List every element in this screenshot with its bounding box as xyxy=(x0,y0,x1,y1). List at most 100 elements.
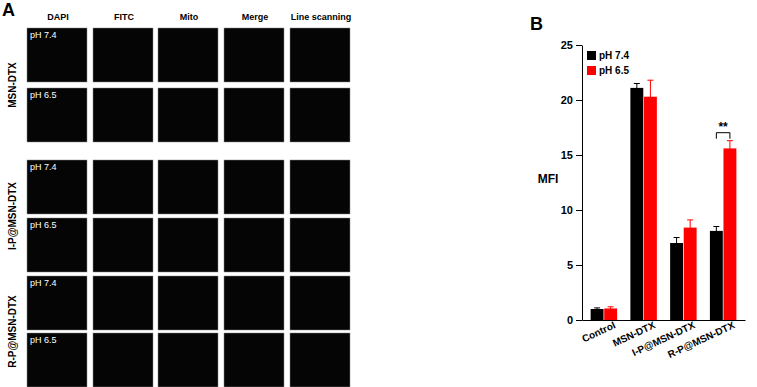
error-cap xyxy=(674,237,680,238)
micrograph xyxy=(27,218,87,272)
bar xyxy=(684,228,697,320)
condition-label: pH 6.5 xyxy=(30,335,57,345)
condition-label: pH 7.4 xyxy=(30,30,57,40)
micrograph xyxy=(93,28,153,82)
micrograph xyxy=(93,276,153,330)
tick: R-P@MSN-DTX xyxy=(666,319,737,360)
error-bar xyxy=(674,238,680,249)
error-cap xyxy=(594,307,600,308)
error-bar xyxy=(634,84,640,93)
micrograph xyxy=(27,276,87,330)
micrograph xyxy=(158,218,218,272)
micrograph xyxy=(27,160,87,214)
legend-swatch xyxy=(587,51,596,60)
micrograph xyxy=(224,160,284,214)
micrograph xyxy=(27,333,87,387)
micrograph xyxy=(224,218,284,272)
micrograph xyxy=(158,28,218,82)
error-stem xyxy=(690,220,691,235)
tick: 15 xyxy=(561,149,582,161)
error-cap xyxy=(647,80,653,81)
tick: 5 xyxy=(567,259,582,271)
error-cap xyxy=(713,226,719,227)
error-stem xyxy=(676,238,677,249)
error-bar xyxy=(647,80,653,113)
tick-mark xyxy=(576,265,582,266)
error-bar xyxy=(687,220,693,235)
column-header: DAPI xyxy=(47,12,69,22)
micrograph xyxy=(158,160,218,214)
column-header: Merge xyxy=(242,12,269,22)
tick-label: 5 xyxy=(567,259,573,271)
micrograph xyxy=(290,276,350,330)
bars xyxy=(591,80,737,320)
error-stem xyxy=(716,227,717,236)
group-label: I-P@MSN-DTX xyxy=(7,182,18,250)
error-stem xyxy=(729,141,730,156)
micrograph xyxy=(27,28,87,82)
bar xyxy=(591,309,604,320)
tick: 20 xyxy=(561,94,582,106)
bar xyxy=(604,308,617,320)
condition-label: pH 6.5 xyxy=(30,90,57,100)
tick-mark xyxy=(576,210,582,211)
micrograph xyxy=(290,88,350,142)
micrograph xyxy=(224,28,284,82)
micrograph xyxy=(290,160,350,214)
tick-label: 10 xyxy=(561,204,573,216)
significance: ** xyxy=(716,120,730,139)
tick-label: 25 xyxy=(561,39,573,51)
legend: pH 7.4 pH 6.5 xyxy=(587,50,629,76)
micrograph xyxy=(224,276,284,330)
bar xyxy=(710,231,723,320)
legend-label: pH 7.4 xyxy=(599,50,629,61)
error-cap xyxy=(687,219,693,220)
axis-line xyxy=(582,46,583,321)
axis-title: MFI xyxy=(538,172,559,186)
error-cap xyxy=(608,306,614,307)
y-axis: 0 5 10 15 20 25 xyxy=(561,39,583,326)
micrograph xyxy=(290,333,350,387)
column-header: Mito xyxy=(180,12,199,22)
micrograph xyxy=(224,333,284,387)
bar xyxy=(630,88,643,320)
tick-label: 15 xyxy=(561,149,573,161)
micrograph xyxy=(224,88,284,142)
annotation: ** xyxy=(718,120,728,134)
tick-mark xyxy=(576,45,582,46)
tick: 0 xyxy=(567,314,582,326)
tick-mark xyxy=(576,155,582,156)
condition-label: pH 7.4 xyxy=(30,278,57,288)
micrograph xyxy=(158,88,218,142)
tick: 10 xyxy=(561,204,582,216)
micrograph xyxy=(93,160,153,214)
legend-label: pH 6.5 xyxy=(599,65,629,76)
error-bar xyxy=(608,307,614,310)
panel-label: B xyxy=(530,14,543,34)
error-bar xyxy=(713,227,719,236)
micrograph xyxy=(27,88,87,142)
tick-label: 20 xyxy=(561,94,573,106)
micrograph xyxy=(158,333,218,387)
tick-mark xyxy=(576,320,582,321)
error-stem xyxy=(636,84,637,93)
micrograph xyxy=(93,333,153,387)
tick-label: R-P@MSN-DTX xyxy=(666,319,737,360)
bar xyxy=(723,148,736,320)
column-header: Line scanning xyxy=(291,12,352,22)
micrograph xyxy=(290,28,350,82)
bar xyxy=(644,97,657,320)
group-label: R-P@MSN-DTX xyxy=(7,295,18,368)
column-header: FITC xyxy=(114,12,134,22)
error-cap xyxy=(727,140,733,141)
panel-a: ADAPIFITCMitoMergeLine scanningMSN-DTXpH… xyxy=(2,0,351,387)
group-label: MSN-DTX xyxy=(7,62,18,108)
tick: 25 xyxy=(561,39,582,51)
error-cap xyxy=(634,83,640,84)
condition-label: pH 6.5 xyxy=(30,220,57,230)
error-bar xyxy=(594,308,600,310)
legend-swatch xyxy=(587,66,596,75)
error-stem xyxy=(650,80,651,113)
micrograph xyxy=(93,218,153,272)
micrograph xyxy=(290,218,350,272)
